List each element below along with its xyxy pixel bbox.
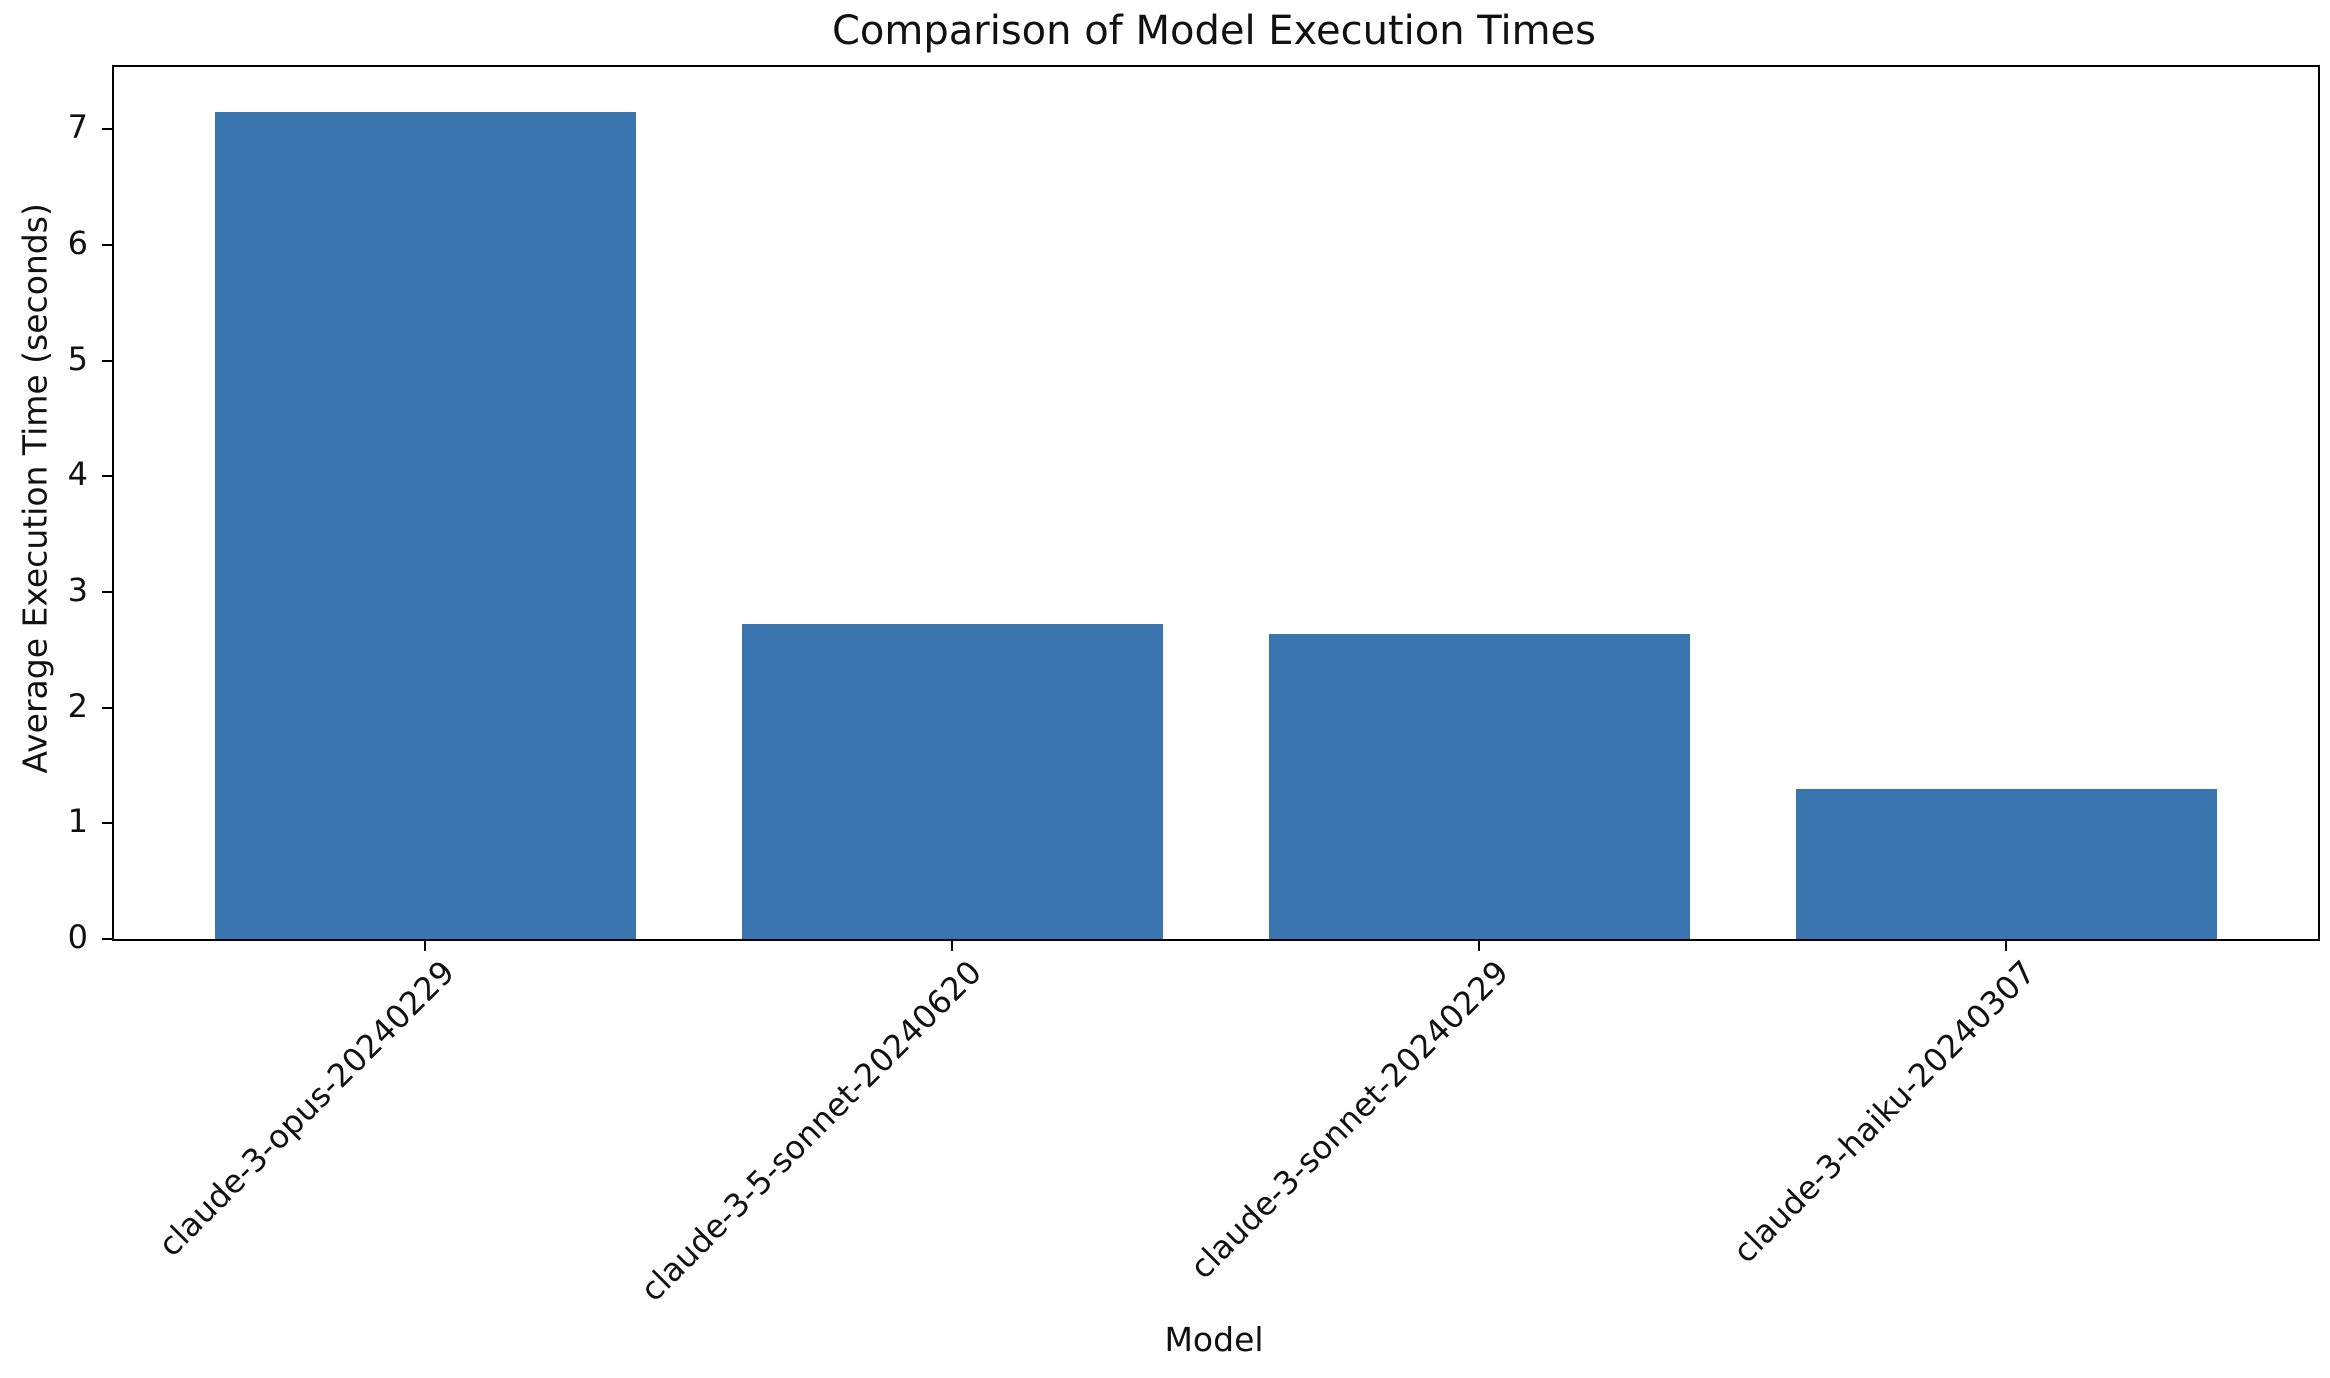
y-tick-mark	[102, 475, 112, 478]
bar-claude-3-haiku-20240307	[1795, 789, 2217, 939]
y-tick-mark	[102, 822, 112, 825]
x-tick-label: claude-3-haiku-20240307	[1725, 953, 2043, 1271]
y-tick-label: 7	[67, 108, 88, 147]
y-tick-label: 3	[67, 571, 88, 610]
y-tick-mark	[102, 591, 112, 594]
y-tick-mark	[102, 128, 112, 131]
x-tick-label: claude-3-sonnet-20240229	[1182, 953, 1516, 1287]
bar-claude-3-sonnet-20240229	[1268, 634, 1690, 939]
x-tick-mark	[951, 941, 953, 951]
bar-claude-3-5-sonnet-20240620	[741, 624, 1163, 939]
y-tick-label: 4	[67, 455, 88, 494]
x-tick-label: claude-3-opus-20240229	[150, 953, 462, 1264]
y-tick-mark	[102, 359, 112, 362]
bar-claude-3-opus-20240229	[214, 112, 636, 939]
y-tick-label: 5	[67, 339, 88, 378]
y-tick-mark	[102, 244, 112, 247]
plot-area	[102, 65, 2320, 951]
y-tick-label: 2	[67, 686, 88, 725]
x-tick-label: claude-3-5-sonnet-20240620	[633, 953, 989, 1309]
y-tick-mark	[102, 706, 112, 709]
x-axis-label: Model	[1164, 1320, 1264, 1359]
x-tick-mark	[2005, 941, 2007, 951]
x-tick-mark	[424, 941, 426, 951]
x-tick-mark	[1478, 941, 1480, 951]
y-tick-label: 6	[67, 224, 88, 263]
y-tick-label: 0	[67, 918, 88, 956]
y-tick-label: 1	[67, 802, 88, 841]
y-tick-mark	[102, 938, 112, 940]
chart-title: Comparison of Model Execution Times	[831, 8, 1597, 54]
